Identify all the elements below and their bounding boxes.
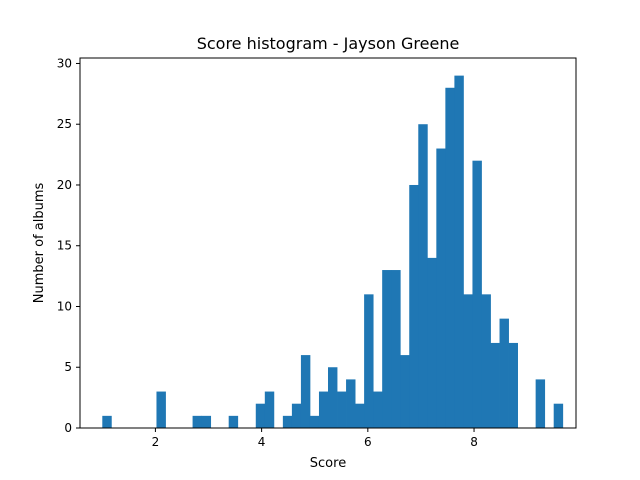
histogram-bar <box>472 160 482 428</box>
histogram-bar <box>400 355 410 428</box>
histogram-bar <box>201 415 212 428</box>
histogram-bar <box>490 342 500 428</box>
y-tick-label: 20 <box>57 178 72 192</box>
histogram-bar <box>373 391 383 428</box>
histogram-bar <box>318 391 329 428</box>
histogram-bar <box>291 403 302 428</box>
x-axis-label: Score <box>310 456 346 471</box>
histogram-bar <box>409 184 419 428</box>
histogram-bar <box>499 318 509 428</box>
histogram-bar <box>255 403 266 428</box>
histogram-bar <box>427 257 437 428</box>
histogram-bar <box>364 294 374 428</box>
histogram-bar <box>337 391 347 428</box>
histogram-bar <box>454 75 464 429</box>
y-tick-label: 25 <box>57 117 72 131</box>
histogram-bar <box>391 270 401 428</box>
histogram-bar <box>418 124 428 428</box>
histogram-bar <box>463 294 473 428</box>
histogram-bar <box>328 367 338 428</box>
histogram-bar <box>192 415 203 428</box>
y-tick-label: 0 <box>64 421 72 435</box>
x-tick-label: 2 <box>152 435 160 449</box>
chart-title: Score histogram - Jayson Greene <box>197 34 460 53</box>
histogram-bar <box>355 403 365 428</box>
y-tick-label: 30 <box>57 56 72 70</box>
histogram-bar <box>508 342 518 428</box>
histogram-bar <box>228 415 239 428</box>
y-tick-label: 10 <box>57 299 72 313</box>
histogram-bar <box>535 379 546 428</box>
x-tick-label: 8 <box>470 435 478 449</box>
x-tick-label: 4 <box>258 435 266 449</box>
histogram-bar <box>382 270 392 428</box>
histogram-bar <box>481 294 491 428</box>
y-tick-label: 5 <box>64 360 72 374</box>
y-axis-ticks: 0 5 10 15 20 25 30 <box>57 56 80 435</box>
histogram-bar <box>553 403 564 428</box>
x-tick-label: 6 <box>364 435 372 449</box>
y-axis-label: Number of albums <box>32 183 47 304</box>
plot-frame <box>79 57 577 429</box>
histogram-bar <box>282 415 293 428</box>
histogram-bar <box>436 148 446 428</box>
histogram-bar <box>309 415 320 428</box>
x-axis-ticks: 2 4 6 8 <box>152 428 478 449</box>
histogram-bar <box>156 391 166 428</box>
histogram-bar <box>445 87 455 429</box>
y-tick-label: 15 <box>57 239 72 253</box>
bars-group <box>102 75 564 429</box>
histogram-bar <box>102 415 112 428</box>
histogram-bar <box>346 379 356 428</box>
histogram-bar <box>300 355 311 428</box>
histogram-bar <box>264 391 275 428</box>
